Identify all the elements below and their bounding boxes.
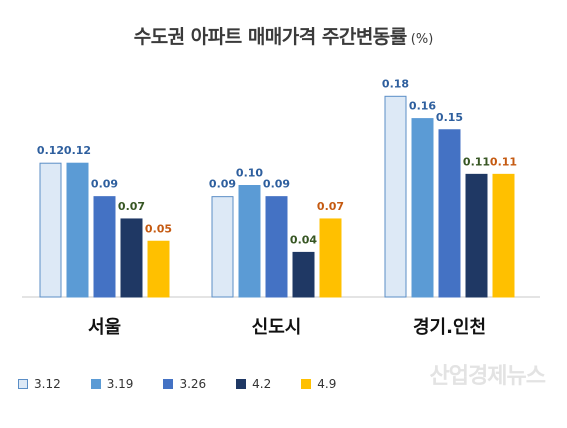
legend: 3.12 3.19 3.26 4.2 4.9 [18, 377, 366, 391]
bar-4.9-서울 [147, 240, 170, 298]
category-label: 경기.인천 [413, 317, 486, 338]
bar-3.12-서울 [39, 162, 62, 298]
data-label: 0.05 [145, 222, 172, 235]
data-label: 0.12 [37, 144, 64, 157]
data-label: 0.16 [409, 100, 436, 113]
data-label: 0.10 [236, 167, 263, 180]
data-label: 0.07 [317, 200, 344, 213]
legend-item: 3.26 [163, 377, 206, 391]
chart-title-block: 수도권 아파트 매매가격 주간변동률 (%) [0, 22, 567, 49]
data-label: 0.09 [209, 178, 236, 191]
bar-4.2-경기.인천 [465, 173, 488, 298]
bar-4.2-서울 [120, 218, 143, 298]
bar-4.9-신도시 [319, 218, 342, 298]
bar-4.2-신도시 [292, 251, 315, 298]
chart-unit: (%) [410, 32, 434, 47]
watermark: 산업경제뉴스 [429, 364, 546, 389]
bar-3.12-신도시 [211, 196, 234, 298]
category-label: 신도시 [252, 317, 302, 338]
bar-3.19-경기.인천 [411, 118, 434, 298]
data-label: 0.11 [490, 155, 517, 168]
legend-swatch [90, 379, 101, 389]
legend-label: 4.9 [317, 377, 337, 391]
legend-label: 3.19 [106, 377, 134, 391]
data-label: 0.15 [436, 111, 463, 124]
legend-swatch [18, 379, 28, 389]
legend-item: 4.2 [236, 377, 271, 391]
bar-3.26-서울 [93, 196, 116, 298]
legend-item: 4.9 [301, 377, 336, 391]
data-label: 0.04 [290, 233, 317, 246]
bar-3.26-신도시 [265, 196, 288, 298]
legend-item: 3.12 [18, 377, 61, 391]
bar-3.19-신도시 [238, 185, 261, 298]
bar-4.9-경기.인천 [492, 173, 515, 298]
legend-swatch [301, 379, 312, 389]
bar-3.19-서울 [66, 162, 89, 298]
data-label: 0.09 [263, 178, 290, 191]
bar-3.12-경기.인천 [384, 95, 407, 298]
data-label: 0.12 [64, 144, 91, 157]
legend-label: 3.12 [34, 377, 61, 391]
bar-3.26-경기.인천 [438, 129, 461, 298]
legend-item: 3.19 [90, 377, 134, 391]
data-label: 0.11 [463, 155, 490, 168]
legend-label: 4.2 [252, 377, 272, 391]
legend-swatch [163, 379, 174, 389]
legend-label: 3.26 [179, 377, 207, 391]
chart-title: 수도권 아파트 매매가격 주간변동률 [133, 26, 408, 48]
category-label: 서울 [88, 317, 121, 338]
legend-swatch [236, 379, 247, 389]
data-label: 0.18 [382, 77, 409, 90]
data-label: 0.09 [91, 178, 118, 191]
data-label: 0.07 [118, 200, 145, 213]
